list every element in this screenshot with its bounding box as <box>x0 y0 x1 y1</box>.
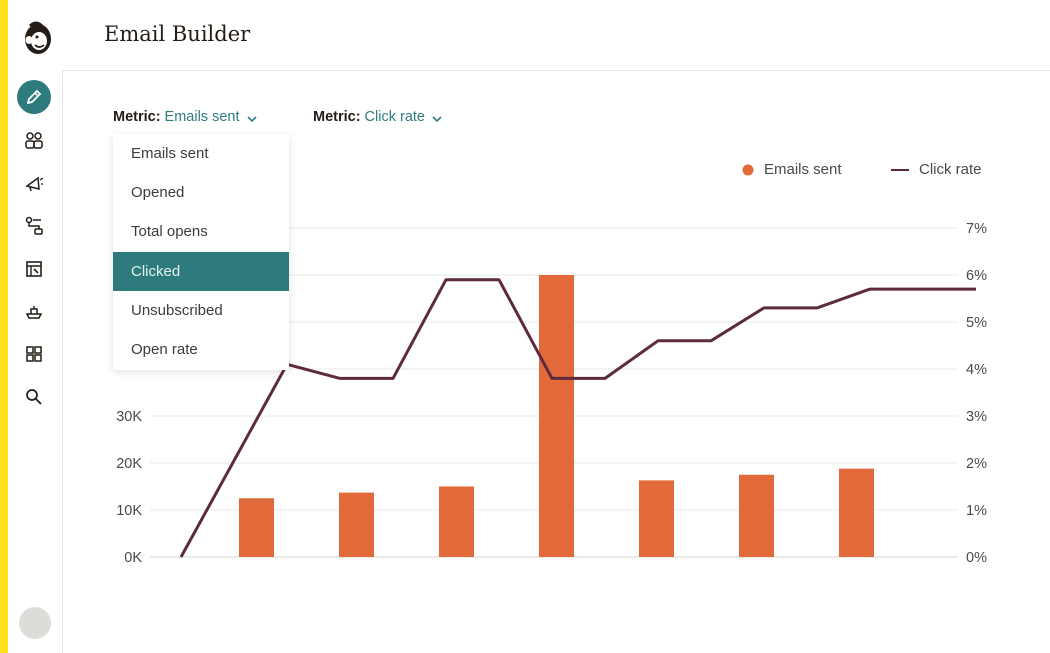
nav-automations-button[interactable] <box>19 211 49 241</box>
nav-campaigns-button[interactable] <box>19 168 49 198</box>
bar <box>239 498 274 557</box>
right-axis-tick-label: 6% <box>966 268 987 284</box>
legend-label-click-rate: Click rate <box>919 161 982 178</box>
dropdown-option-opened[interactable]: Opened <box>131 184 185 201</box>
nav-create-button[interactable] <box>17 80 51 114</box>
left-axis-tick-label: 0K <box>124 550 142 566</box>
chevron-down-icon <box>432 115 442 122</box>
nav-audience-button[interactable] <box>19 125 49 155</box>
nav-content-button[interactable] <box>19 339 49 369</box>
right-axis-tick-label: 7% <box>966 221 987 237</box>
chevron-down-icon <box>246 115 257 122</box>
bar <box>339 492 374 557</box>
dropdown-option-unsubscribed[interactable]: Unsubscribed <box>131 302 223 319</box>
avatar[interactable] <box>19 607 51 639</box>
right-axis-tick-label: 1% <box>966 503 987 519</box>
sidebar <box>8 0 63 653</box>
line-legend-swatch-icon <box>891 168 909 171</box>
right-axis-tick-label: 2% <box>966 456 987 472</box>
campaign-megaphone-icon <box>25 176 44 192</box>
right-axis-tick-label: 0% <box>966 550 987 566</box>
website-icon <box>26 261 42 277</box>
metric-left-label: Metric: <box>113 109 161 125</box>
brand-edge <box>0 0 8 653</box>
freddie-logo-icon[interactable] <box>22 20 54 56</box>
pencil-icon <box>26 89 42 105</box>
legend-item-click-rate: Click rate <box>891 161 982 178</box>
right-axis-tick-label: 4% <box>966 362 987 378</box>
grid-icon <box>26 346 42 362</box>
automation-icon <box>25 216 43 235</box>
dropdown-option-emails-sent[interactable]: Emails sent <box>131 145 209 162</box>
left-axis-tick-label: 10K <box>116 503 142 519</box>
search-icon <box>26 389 42 405</box>
audience-icon <box>25 132 43 149</box>
bar <box>839 468 874 557</box>
metric-selector-right[interactable]: Metric: Click rate <box>313 109 443 125</box>
dropdown-option-clicked[interactable]: Clicked <box>113 252 289 291</box>
right-axis-tick-label: 5% <box>966 315 987 331</box>
nav-integrations-button[interactable] <box>19 297 49 327</box>
left-axis-tick-label: 30K <box>116 409 142 425</box>
bar-legend-dot-icon <box>742 164 754 175</box>
metric-dropdown-menu: Emails sent Opened Total opens Clicked U… <box>113 134 289 370</box>
nav-website-button[interactable] <box>19 254 49 284</box>
metric-selector-left[interactable]: Metric: Emails sent <box>113 109 258 125</box>
bar <box>639 480 674 557</box>
nav-search-button[interactable] <box>19 382 49 412</box>
metric-left-value: Emails sent <box>164 109 240 125</box>
click-rate-line <box>179 278 976 558</box>
metric-right-label: Metric: <box>313 109 361 125</box>
right-axis-tick-label: 3% <box>966 409 987 425</box>
bar <box>539 275 574 557</box>
dropdown-option-open-rate[interactable]: Open rate <box>131 341 198 358</box>
page-header: Email Builder <box>62 0 1050 71</box>
legend-item-emails-sent: Emails sent <box>742 161 842 178</box>
bar <box>439 486 474 557</box>
page-title: Email Builder <box>104 22 251 46</box>
metric-right-value: Click rate <box>364 109 425 125</box>
legend-label-emails-sent: Emails sent <box>764 161 842 178</box>
bar <box>739 474 774 557</box>
dropdown-option-total-opens[interactable]: Total opens <box>131 223 208 240</box>
left-axis-tick-label: 20K <box>116 456 142 472</box>
integrations-icon <box>25 306 43 319</box>
